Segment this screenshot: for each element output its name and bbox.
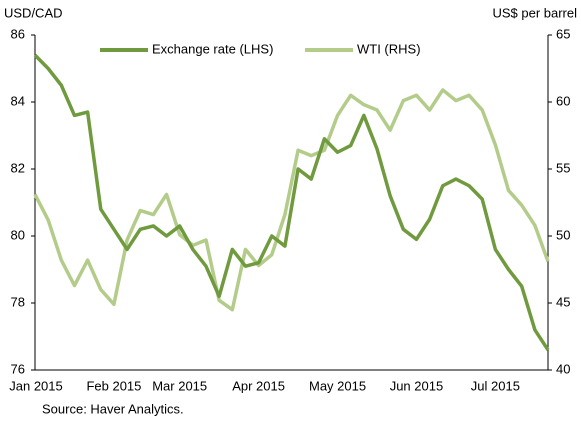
y-tick-label: 76 — [11, 361, 25, 376]
y2-tick-label: 50 — [556, 227, 570, 242]
x-tick-label: Apr 2015 — [232, 378, 285, 393]
x-tick-label: Mar 2015 — [152, 378, 207, 393]
y-tick-label: 84 — [11, 93, 25, 108]
y-tick-label: 86 — [11, 26, 25, 41]
y-tick-label: 80 — [11, 227, 25, 242]
legend-label: Exchange rate (LHS) — [152, 41, 273, 56]
y2-axis-label: US$ per barrel — [492, 5, 577, 20]
source: Source: Haver Analytics. — [42, 401, 184, 416]
y-tick-label: 78 — [11, 294, 25, 309]
series-line — [33, 53, 550, 351]
y2-tick-label: 60 — [556, 93, 570, 108]
x-tick-label: Feb 2015 — [86, 378, 141, 393]
x-tick-label: Jan 2015 — [9, 378, 63, 393]
y2-tick-label: 40 — [556, 361, 570, 376]
legend-label: WTI (RHS) — [357, 41, 421, 56]
x-tick-label: May 2015 — [309, 378, 366, 393]
series-line — [33, 88, 550, 312]
y-tick-label: 82 — [11, 160, 25, 175]
x-tick-label: Jun 2015 — [390, 378, 444, 393]
y2-tick-label: 65 — [556, 26, 570, 41]
x-tick-label: Jul 2015 — [471, 378, 520, 393]
y2-tick-label: 45 — [556, 294, 570, 309]
y2-tick-label: 55 — [556, 160, 570, 175]
y-axis-label: USD/CAD — [4, 5, 63, 20]
